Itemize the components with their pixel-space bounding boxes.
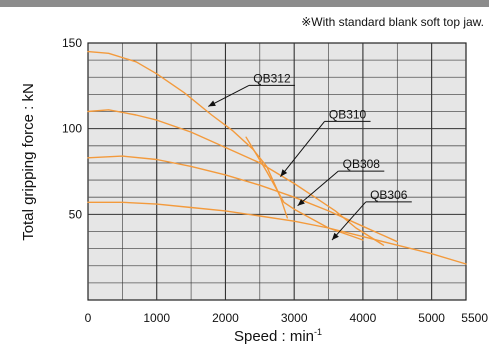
y-tick-label: 50 bbox=[69, 207, 83, 221]
series-annotations: QB312 QB310 QB308 QB306 bbox=[208, 71, 412, 241]
y-axis-label: Total gripping force : kN bbox=[20, 83, 37, 241]
label-arrowhead-qb310 bbox=[280, 169, 288, 177]
x-tick-label: 1000 bbox=[143, 311, 170, 325]
y-tick-label: 100 bbox=[62, 122, 82, 136]
x-tick-label: 5000 bbox=[418, 311, 445, 325]
label-arrowhead-qb308 bbox=[297, 198, 305, 206]
label-leader-qb306 bbox=[331, 201, 367, 241]
x-axis-label: Speed : min-1 bbox=[234, 327, 322, 345]
y-tick-label: 150 bbox=[62, 36, 82, 50]
x-tick-label: 5500 bbox=[461, 311, 488, 325]
label-leader-qb310 bbox=[280, 121, 325, 177]
series-line-unlabeled bbox=[245, 136, 364, 241]
x-axis-label-text: Speed : min bbox=[234, 328, 314, 345]
series-label-qb306: QB306 bbox=[370, 188, 408, 202]
x-tick-label: 2000 bbox=[212, 311, 239, 325]
x-tick-label: 0 bbox=[85, 311, 92, 325]
tick-labels: 0 1000 2000 3000 4000 5000 5500 50 100 150 bbox=[62, 36, 488, 325]
series-line-qb312 bbox=[87, 50, 288, 219]
series-lines bbox=[87, 50, 467, 265]
chart-note: ※With standard blank soft top jaw. bbox=[301, 15, 484, 29]
label-arrowhead-qb306 bbox=[331, 232, 339, 241]
series-line-qb310 bbox=[87, 109, 385, 246]
label-leader-qb312 bbox=[208, 84, 250, 107]
series-line-qb308 bbox=[87, 155, 398, 243]
series-label-qb312: QB312 bbox=[253, 71, 291, 85]
x-axis-label-superscript: -1 bbox=[314, 327, 322, 337]
series-line-qb306 bbox=[87, 201, 467, 265]
label-arrowhead-qb312 bbox=[208, 100, 216, 107]
label-leader-qb308 bbox=[297, 170, 339, 207]
series-label-qb310: QB310 bbox=[329, 107, 367, 121]
top-bar bbox=[0, 0, 489, 7]
x-tick-label: 3000 bbox=[281, 311, 308, 325]
x-tick-label: 4000 bbox=[350, 311, 377, 325]
series-label-qb308: QB308 bbox=[343, 157, 381, 171]
